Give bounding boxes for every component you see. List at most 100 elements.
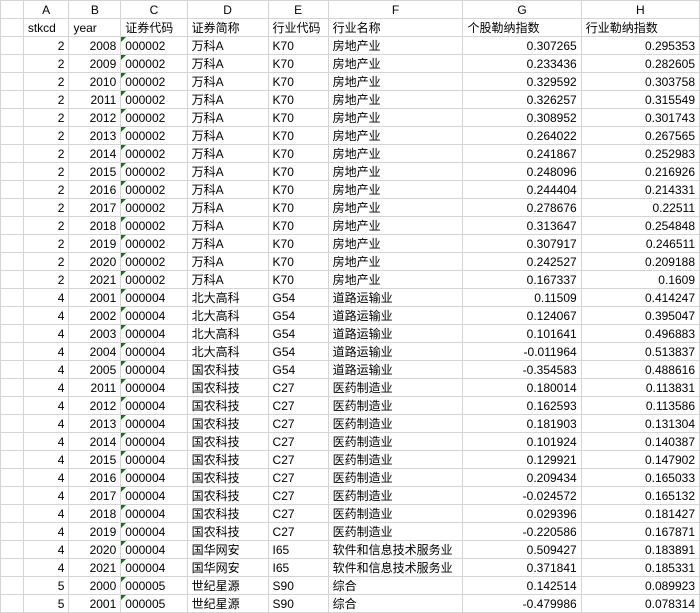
cell-stock-lerner[interactable]: 0.278676 — [463, 199, 581, 217]
cell-industry-code[interactable]: G54 — [268, 325, 328, 343]
cell-stkcd[interactable]: 2 — [23, 163, 69, 181]
cell-year[interactable]: 2021 — [69, 559, 121, 577]
cell-industry-name[interactable]: 道路运输业 — [328, 361, 463, 379]
cell-year[interactable]: 2000 — [69, 577, 121, 595]
cell-year[interactable]: 2011 — [69, 379, 121, 397]
cell-stkcd[interactable]: 4 — [23, 361, 69, 379]
cell-stock-lerner[interactable]: 0.180014 — [463, 379, 581, 397]
cell-security-name[interactable]: 万科A — [187, 91, 268, 109]
cell-industry-code[interactable]: G54 — [268, 289, 328, 307]
cell-stock-lerner[interactable]: 0.124067 — [463, 307, 581, 325]
cell-year[interactable]: 2002 — [69, 307, 121, 325]
cell-industry-name[interactable]: 房地产业 — [328, 55, 463, 73]
cell-stock-lerner[interactable]: 0.264022 — [463, 127, 581, 145]
cell-stkcd[interactable]: 2 — [23, 235, 69, 253]
cell-security-name[interactable]: 国农科技 — [187, 361, 268, 379]
cell-security-name[interactable]: 北大高科 — [187, 307, 268, 325]
cell-stock-lerner[interactable]: -0.011964 — [463, 343, 581, 361]
cell-security-code[interactable]: 000004 — [121, 487, 187, 505]
cell-industry-code[interactable]: K70 — [268, 145, 328, 163]
cell-industry-lerner[interactable]: 0.513837 — [581, 343, 699, 361]
col-header-H[interactable]: H — [581, 1, 699, 19]
cell-security-name[interactable]: 万科A — [187, 127, 268, 145]
cell-security-name[interactable]: 国农科技 — [187, 451, 268, 469]
cell-industry-code[interactable]: S90 — [268, 595, 328, 613]
cell-security-code[interactable]: 000002 — [121, 109, 187, 127]
cell-industry-code[interactable]: K70 — [268, 181, 328, 199]
row-header[interactable] — [1, 343, 24, 361]
cell-industry-name[interactable]: 道路运输业 — [328, 289, 463, 307]
cell-security-name[interactable]: 万科A — [187, 217, 268, 235]
cell-security-code[interactable]: 000002 — [121, 235, 187, 253]
cell-security-code[interactable]: 000004 — [121, 559, 187, 577]
cell-security-code[interactable]: 000004 — [121, 289, 187, 307]
cell-industry-code[interactable]: G54 — [268, 343, 328, 361]
cell-year[interactable]: 2020 — [69, 253, 121, 271]
cell-security-name[interactable]: 北大高科 — [187, 289, 268, 307]
cell-industry-lerner[interactable]: 0.209188 — [581, 253, 699, 271]
cell-security-code[interactable]: 000004 — [121, 415, 187, 433]
cell-stock-lerner[interactable]: 0.029396 — [463, 505, 581, 523]
cell-security-code[interactable]: 000002 — [121, 271, 187, 289]
cell-stkcd[interactable]: 2 — [23, 181, 69, 199]
cell-stkcd[interactable]: 5 — [23, 595, 69, 613]
cell-stkcd[interactable]: 4 — [23, 415, 69, 433]
row-header[interactable] — [1, 235, 24, 253]
cell-security-code[interactable]: 000004 — [121, 343, 187, 361]
cell-year[interactable]: 2019 — [69, 523, 121, 541]
cell-stock-lerner[interactable]: 0.313647 — [463, 217, 581, 235]
cell-industry-name[interactable]: 房地产业 — [328, 109, 463, 127]
cell-security-name[interactable]: 万科A — [187, 163, 268, 181]
cell-industry-name[interactable]: 综合 — [328, 595, 463, 613]
cell-industry-code[interactable]: G54 — [268, 361, 328, 379]
cell-security-code[interactable]: 000002 — [121, 127, 187, 145]
cell-stkcd[interactable]: 4 — [23, 559, 69, 577]
row-header[interactable] — [1, 253, 24, 271]
cell-security-code[interactable]: 000002 — [121, 73, 187, 91]
cell-stkcd[interactable]: 2 — [23, 91, 69, 109]
cell-year[interactable]: 2009 — [69, 55, 121, 73]
cell-industry-lerner[interactable]: 0.167871 — [581, 523, 699, 541]
cell-year[interactable]: 2001 — [69, 595, 121, 613]
cell-year[interactable]: 2012 — [69, 109, 121, 127]
cell-year[interactable]: 2017 — [69, 487, 121, 505]
cell-security-code[interactable]: 000004 — [121, 379, 187, 397]
cell-industry-lerner[interactable]: 0.301743 — [581, 109, 699, 127]
cell-security-code[interactable]: 000004 — [121, 325, 187, 343]
cell-security-code[interactable]: 000002 — [121, 199, 187, 217]
cell-security-code[interactable]: 000005 — [121, 595, 187, 613]
cell-industry-code[interactable]: I65 — [268, 541, 328, 559]
cell-security-name[interactable]: 国华网安 — [187, 541, 268, 559]
cell-security-name[interactable]: 国农科技 — [187, 523, 268, 541]
cell-stkcd[interactable]: 4 — [23, 289, 69, 307]
cell-security-name[interactable]: 北大高科 — [187, 343, 268, 361]
cell-stkcd[interactable]: 4 — [23, 379, 69, 397]
cell-stkcd[interactable]: 2 — [23, 253, 69, 271]
cell-industry-lerner[interactable]: 0.303758 — [581, 73, 699, 91]
cell-industry-name[interactable]: 房地产业 — [328, 127, 463, 145]
cell-industry-name[interactable]: 医药制造业 — [328, 505, 463, 523]
col-header-E[interactable]: E — [268, 1, 328, 19]
cell-industry-name[interactable]: 医药制造业 — [328, 433, 463, 451]
cell-stkcd[interactable]: 4 — [23, 541, 69, 559]
cell-industry-name[interactable]: 软件和信息技术服务业 — [328, 559, 463, 577]
cell-security-code[interactable]: 000004 — [121, 397, 187, 415]
cell-industry-code[interactable]: K70 — [268, 91, 328, 109]
cell-year[interactable]: 2016 — [69, 181, 121, 199]
cell-industry-code[interactable]: K70 — [268, 253, 328, 271]
cell-stock-lerner[interactable]: 0.371841 — [463, 559, 581, 577]
cell-stkcd[interactable]: 2 — [23, 109, 69, 127]
cell-industry-lerner[interactable]: 0.295353 — [581, 37, 699, 55]
cell-stock-lerner[interactable]: 0.307917 — [463, 235, 581, 253]
cell-industry-name[interactable]: 房地产业 — [328, 271, 463, 289]
cell-year[interactable]: 2008 — [69, 37, 121, 55]
cell-security-name[interactable]: 国农科技 — [187, 379, 268, 397]
cell-stkcd[interactable]: 4 — [23, 433, 69, 451]
cell-industry-lerner[interactable]: 0.113586 — [581, 397, 699, 415]
cell-industry-name[interactable]: 房地产业 — [328, 37, 463, 55]
cell-year[interactable]: 2005 — [69, 361, 121, 379]
cell-year[interactable]: 2018 — [69, 505, 121, 523]
cell-security-name[interactable]: 国农科技 — [187, 505, 268, 523]
cell-industry-name[interactable]: 道路运输业 — [328, 325, 463, 343]
cell-industry-lerner[interactable]: 0.165033 — [581, 469, 699, 487]
